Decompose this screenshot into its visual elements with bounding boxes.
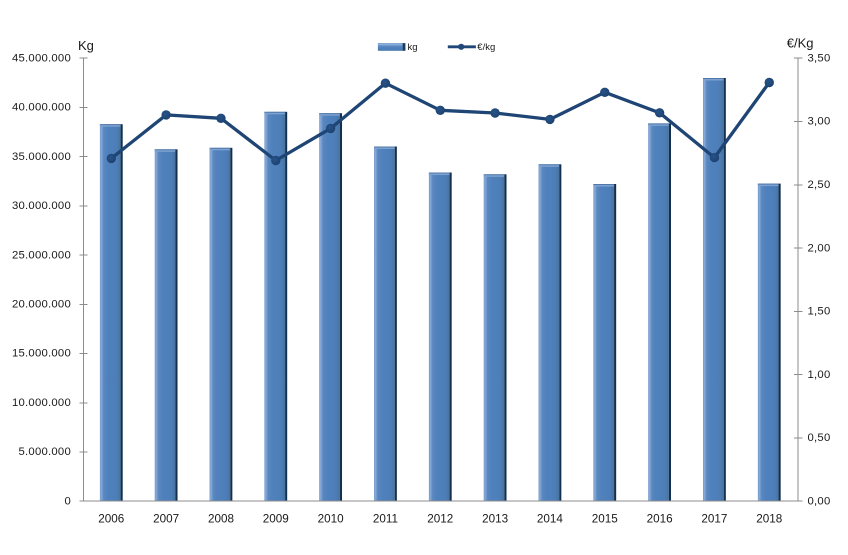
svg-text:2015: 2015 — [592, 512, 619, 525]
svg-text:2011: 2011 — [373, 512, 398, 525]
svg-text:5.000.000: 5.000.000 — [18, 446, 71, 458]
svg-text:2,50: 2,50 — [808, 179, 831, 191]
svg-text:2014: 2014 — [537, 512, 564, 525]
svg-text:2010: 2010 — [318, 512, 345, 525]
svg-text:1,00: 1,00 — [808, 369, 831, 381]
svg-text:2016: 2016 — [647, 512, 673, 525]
svg-text:€/kg: €/kg — [477, 42, 495, 53]
svg-text:€/Kg: €/Kg — [787, 35, 814, 50]
svg-text:40.000.000: 40.000.000 — [12, 102, 71, 114]
svg-text:1,50: 1,50 — [808, 306, 831, 318]
svg-text:3,00: 3,00 — [808, 116, 831, 128]
svg-text:3,50: 3,50 — [808, 52, 831, 64]
svg-text:30.000.000: 30.000.000 — [12, 200, 71, 212]
svg-text:25.000.000: 25.000.000 — [12, 249, 71, 261]
svg-text:0: 0 — [64, 495, 71, 507]
svg-text:20.000.000: 20.000.000 — [12, 299, 71, 311]
svg-text:2017: 2017 — [701, 512, 727, 525]
svg-text:2013: 2013 — [482, 512, 508, 525]
svg-text:2009: 2009 — [263, 512, 289, 525]
svg-text:2008: 2008 — [208, 512, 234, 525]
svg-text:2012: 2012 — [427, 512, 453, 525]
svg-text:0,50: 0,50 — [808, 432, 831, 444]
svg-text:15.000.000: 15.000.000 — [12, 348, 71, 360]
svg-text:2018: 2018 — [756, 512, 782, 525]
svg-text:Kg: Kg — [78, 38, 94, 53]
svg-text:2,00: 2,00 — [808, 242, 831, 254]
svg-text:10.000.000: 10.000.000 — [12, 397, 71, 409]
svg-text:2006: 2006 — [98, 512, 124, 525]
svg-text:45.000.000: 45.000.000 — [12, 52, 71, 64]
svg-text:0,00: 0,00 — [808, 495, 831, 507]
svg-text:kg: kg — [408, 42, 418, 53]
svg-text:2007: 2007 — [153, 512, 179, 525]
svg-text:35.000.000: 35.000.000 — [12, 151, 71, 163]
